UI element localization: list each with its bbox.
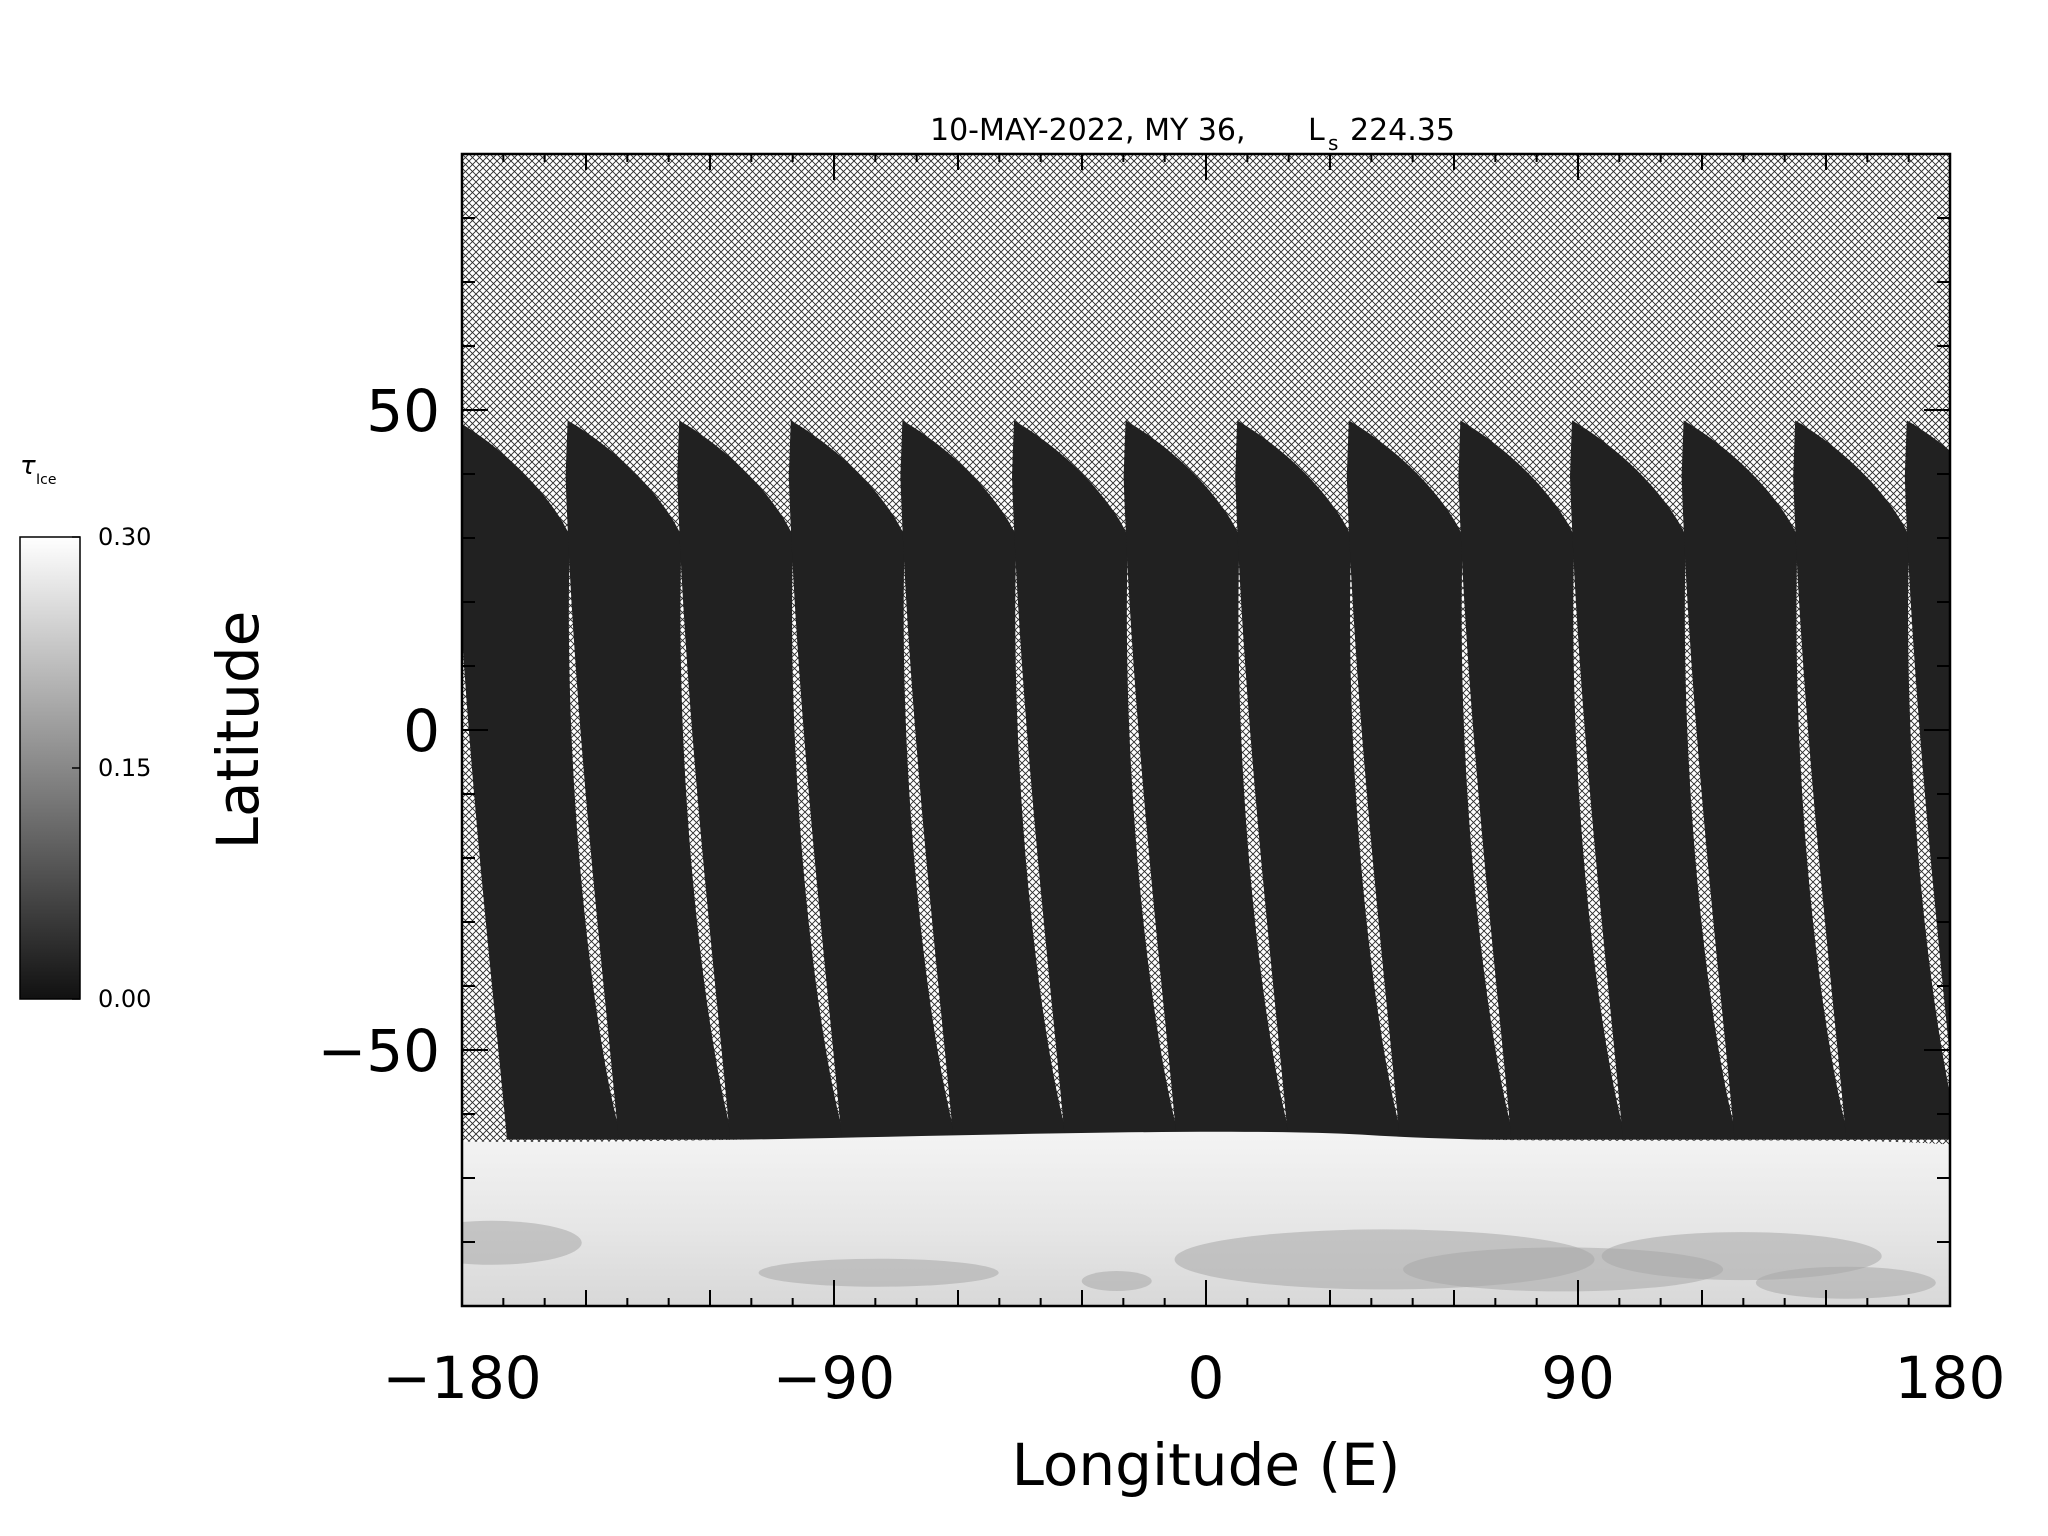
swath-6 xyxy=(1012,420,1180,1140)
x-tick-label: 0 xyxy=(1188,1344,1225,1412)
y-axis-label: Latitude xyxy=(204,611,272,850)
swath-2 xyxy=(565,420,734,1140)
chart-title: 10-MAY-2022, MY 36, xyxy=(930,113,1246,148)
swath-5 xyxy=(900,420,1069,1140)
x-tick-label: −90 xyxy=(773,1344,895,1412)
colorbar-ticks: 0.00 0.15 0.30 xyxy=(72,523,151,1013)
colorbar-tick-label: 0.30 xyxy=(98,523,151,551)
colorbar: τ Ice 0.00 0.15 0.30 xyxy=(19,451,151,1013)
polar-cloud-layer xyxy=(462,1131,1950,1306)
axis-ticks xyxy=(461,153,1951,1307)
colorbar-tick-label: 0.15 xyxy=(98,754,151,782)
plot-area xyxy=(462,154,1950,1306)
chart-title-ls-symbol: L xyxy=(1308,113,1325,148)
swath-3 xyxy=(677,420,846,1140)
x-tick-labels: −180 −90 0 90 180 xyxy=(382,1344,2005,1412)
swath-7 xyxy=(1123,420,1292,1140)
swath-13 xyxy=(1793,420,1950,1140)
polar-texture-3 xyxy=(1081,1271,1152,1292)
colorbar-tick-label: 0.00 xyxy=(98,985,151,1013)
x-axis-label: Longitude (E) xyxy=(1012,1431,1401,1499)
y-tick-label: 0 xyxy=(403,697,440,765)
swath-9 xyxy=(1346,420,1515,1140)
colorbar-label-subscript: Ice xyxy=(36,472,56,488)
x-tick-label: −180 xyxy=(382,1344,541,1412)
swath-8 xyxy=(1235,420,1404,1140)
swath-10 xyxy=(1458,420,1627,1140)
swath-14 xyxy=(1904,420,1950,1059)
swath-11 xyxy=(1570,420,1738,1140)
chart-title-ls-subscript: s xyxy=(1328,131,1338,155)
swath-1 xyxy=(462,424,622,1140)
swath-layer xyxy=(462,420,1950,1140)
polar-texture-1 xyxy=(462,1220,582,1265)
y-tick-label: −50 xyxy=(318,1017,440,1085)
swath-12 xyxy=(1681,420,1850,1140)
polar-texture-7 xyxy=(1755,1266,1936,1299)
swath-4 xyxy=(788,420,957,1140)
y-tick-label: 50 xyxy=(366,377,440,445)
x-tick-label: 180 xyxy=(1895,1344,2006,1412)
x-tick-label: 90 xyxy=(1541,1344,1615,1412)
chart-title-ls-value: 224.35 xyxy=(1350,113,1455,148)
y-tick-labels: −50 0 50 xyxy=(318,377,440,1085)
polar-texture-2 xyxy=(758,1258,999,1287)
colorbar-gradient xyxy=(19,536,81,1000)
colorbar-label-symbol: τ xyxy=(20,451,36,481)
